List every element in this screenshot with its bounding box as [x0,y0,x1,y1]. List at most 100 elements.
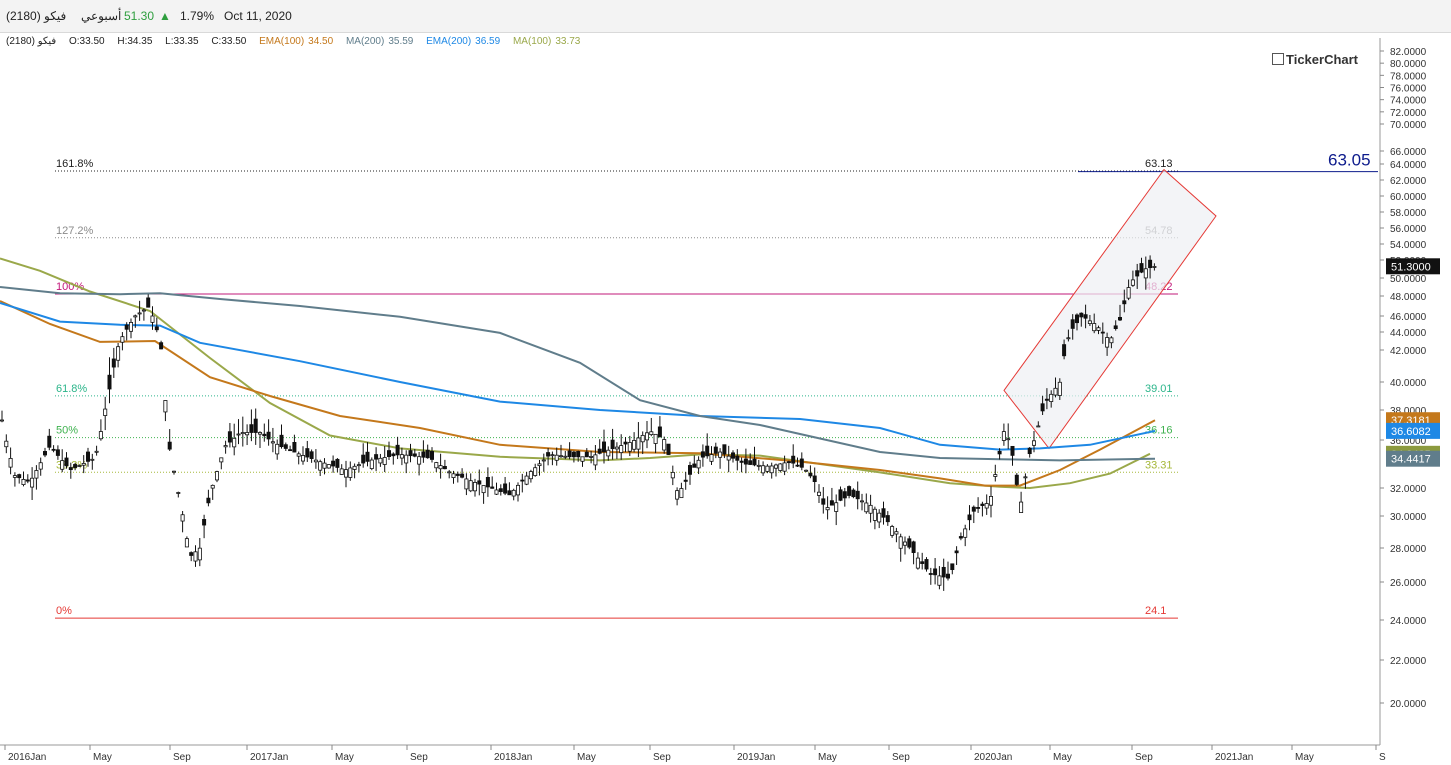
candle-body [150,315,155,323]
x-tick-label: May [335,752,354,763]
candle-body [391,453,396,457]
candle-body [184,538,189,548]
legend-close: C:33.50 [211,36,247,47]
candle-body [1014,474,1019,485]
candle-body [288,449,293,452]
candle-body [958,536,963,539]
candle-body [146,297,151,308]
candle-body [520,479,525,482]
candle-body [924,559,929,570]
candle-body [51,448,56,451]
candle-body [17,474,22,479]
legend-ema100[interactable]: EMA(100) 34.50 [259,36,334,47]
x-tick-label: S [1379,752,1386,763]
fib-value-label: 63.13 [1145,158,1173,170]
y-tick-label: 32.0000 [1390,484,1427,495]
candle-body [503,483,508,494]
candle-body [270,441,275,444]
legend-low: L:33.35 [165,36,199,47]
change-percent: 1.79% [180,9,215,23]
candle-body [675,490,680,500]
candle-body [907,538,912,548]
candle-body [890,526,895,536]
candle-body [718,451,723,458]
price-tag-label: 36.6082 [1391,426,1431,438]
candle-body [30,477,35,488]
candle-body [920,561,925,564]
candle-body [576,451,581,458]
legend-ma100[interactable]: MA(100) 33.73 [512,36,581,47]
candle-body [980,503,985,506]
target-label: 63.05 [1328,151,1371,170]
candle-body [937,575,942,586]
candle-body [915,557,920,569]
candle-body [713,446,718,454]
candle-body [537,463,542,467]
candle-body [1019,501,1024,513]
candle-body [933,568,938,576]
candle-body [709,454,714,462]
price-tag [1386,258,1440,275]
candle-body [176,492,181,494]
y-tick-label: 26.0000 [1390,578,1427,589]
candle-body [700,451,705,458]
candle-body [855,490,860,500]
x-tick-label: May [1053,752,1072,763]
candle-body [249,424,254,433]
candle-body [971,506,976,512]
candle-body [881,508,886,518]
legend-ma200[interactable]: MA(200) 35.59 [345,36,414,47]
brand-logo: TickerChart [1272,52,1358,67]
candle-body [429,451,434,460]
candle-body [610,439,615,450]
candle-body [202,519,207,526]
y-tick-label: 82.0000 [1390,47,1427,58]
candle-body [275,443,280,455]
candle-body [214,471,219,481]
candle-body [1001,431,1006,441]
candle-body [559,455,564,458]
candle-body [963,528,968,538]
candle-body [417,456,422,465]
period-label[interactable]: أسبوعي [81,9,122,23]
candle-body [528,471,533,480]
candle-body [726,455,731,461]
candle-body [180,514,185,522]
legend-ema200[interactable]: EMA(200) 36.59 [426,36,501,47]
candle-body [12,475,17,478]
candle-body [490,486,495,489]
candle-body [511,489,516,497]
candle-body [804,469,809,472]
candle-body [614,446,619,450]
fib-value-label: 39.01 [1145,383,1173,395]
candle-body [851,489,856,498]
candle-body [128,321,133,332]
symbol-name[interactable]: فيكو (2180) [6,9,67,23]
candle-body [774,464,779,469]
candle-body [326,464,331,469]
candle-body [34,470,39,479]
x-tick-label: Sep [410,752,428,763]
fib-percent-label: 50% [56,425,78,437]
candle-body [821,498,826,505]
x-tick-label: May [818,752,837,763]
candle-body [941,566,946,578]
x-tick-label: 2017Jan [250,752,288,763]
candle-body [860,500,865,503]
candle-body [1070,319,1075,329]
candle-body [688,465,693,475]
candle-body [834,502,839,512]
candle-body [305,448,310,458]
candle-body [322,462,327,469]
candle-body [477,480,482,485]
candle-body [318,461,323,471]
candle-body [950,563,955,571]
y-tick-label: 30.0000 [1390,512,1427,523]
x-tick-label: 2020Jan [974,752,1012,763]
candle-body [645,432,650,441]
candle-body [619,445,624,454]
candle-body [692,463,697,468]
candle-body [292,441,297,453]
legend-open: O:33.50 [68,36,105,47]
